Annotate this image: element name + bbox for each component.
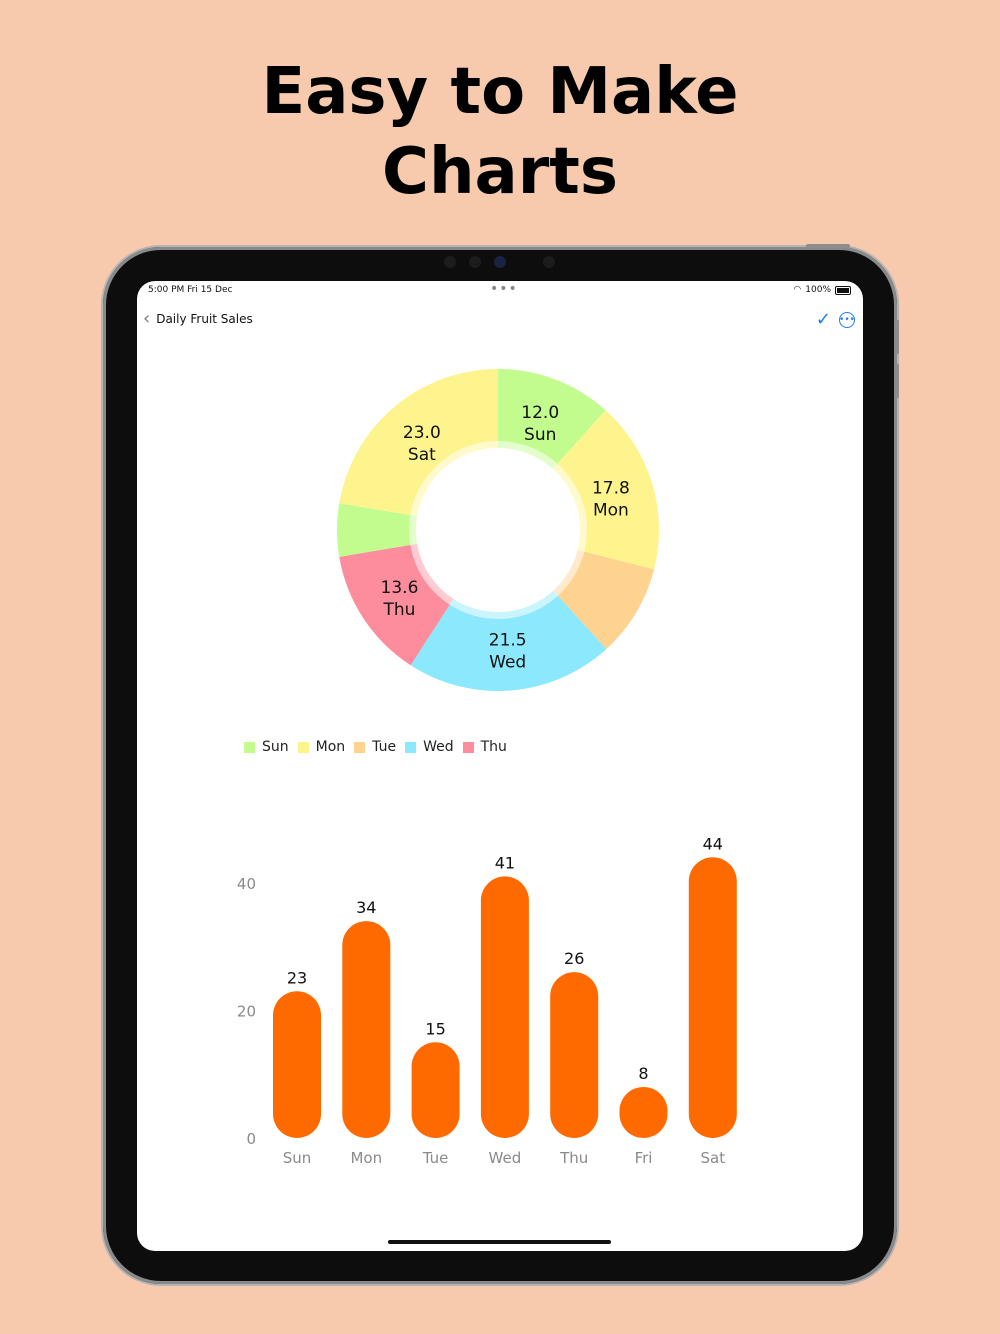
bar-thu[interactable] <box>550 972 599 1138</box>
headline: Easy to Make Charts <box>0 52 1000 212</box>
headline-line-2: Charts <box>382 135 618 209</box>
x-tick-label: Tue <box>422 1149 449 1167</box>
volume-button-top <box>806 244 850 248</box>
donut-slice-tue[interactable] <box>553 550 655 650</box>
donut-value-label: 12.0 <box>521 403 559 423</box>
back-button[interactable]: ‹ Daily Fruit Sales <box>143 309 253 329</box>
wifi-icon: ◠ <box>793 285 802 295</box>
legend-label: Wed <box>423 739 454 755</box>
legend-swatch <box>405 741 417 753</box>
chart-legend: Sun Mon Tue Wed Thu <box>244 739 507 755</box>
chevron-left-icon: ‹ <box>143 308 151 329</box>
side-button-2 <box>896 364 899 398</box>
legend-swatch <box>244 741 255 753</box>
x-tick-label: Wed <box>489 1149 522 1167</box>
x-tick-label: Sun <box>283 1149 312 1167</box>
checkmark-icon[interactable]: ✓ <box>815 309 831 330</box>
camera-dot-2 <box>469 256 481 268</box>
bar-value-label: 34 <box>356 898 376 917</box>
x-tick-label: Thu <box>559 1149 588 1167</box>
donut-day-label: Sun <box>524 425 556 445</box>
x-tick-label: Fri <box>635 1149 653 1167</box>
camera-lens <box>494 256 506 268</box>
multitask-dots[interactable]: ••• <box>490 281 518 297</box>
donut-day-label: Thu <box>382 600 415 620</box>
bar-value-label: 26 <box>564 949 584 968</box>
donut-slice-sun[interactable] <box>498 369 606 470</box>
bar-value-label: 41 <box>495 853 515 872</box>
legend-label: Thu <box>480 739 507 755</box>
camera-dot-1 <box>444 256 456 268</box>
x-tick-label: Sat <box>700 1149 725 1167</box>
side-button-1 <box>896 320 899 354</box>
bar-sat[interactable] <box>688 857 737 1138</box>
legend-item-tue[interactable]: Tue <box>354 739 396 755</box>
battery-icon <box>835 285 851 295</box>
legend-swatch <box>462 741 474 753</box>
donut-slice-mon[interactable] <box>552 410 659 570</box>
legend-swatch <box>354 741 366 753</box>
camera-dot-3 <box>543 256 555 268</box>
donut-slice-fri[interactable] <box>337 503 418 557</box>
legend-label: Tue <box>372 739 397 755</box>
bar-value-label: 23 <box>287 968 307 987</box>
status-right: ◠ 100% <box>793 285 851 295</box>
bar-chart: 0 20 40 23 Sun 34 Mon 15 Tue 41 Wed 26 Thu 8 Fri 44 Sat <box>237 834 737 1167</box>
headline-line-1: Easy to Make <box>261 55 739 129</box>
bar-mon[interactable] <box>342 921 391 1138</box>
legend-label: Mon <box>315 739 346 755</box>
donut-day-label: Sat <box>408 445 436 465</box>
donut-value-label: 17.8 <box>592 479 630 499</box>
x-tick-label: Mon <box>350 1149 382 1167</box>
donut-day-label: Mon <box>593 501 629 521</box>
bar-value-label: 8 <box>638 1064 648 1083</box>
bar-wed[interactable] <box>480 876 529 1138</box>
more-options-icon[interactable]: ••• <box>839 312 855 328</box>
legend-label: Sun <box>262 739 289 755</box>
legend-item-wed[interactable]: Wed <box>405 739 454 755</box>
bar-fri[interactable] <box>619 1086 668 1138</box>
donut-slice-sat[interactable] <box>339 369 498 517</box>
donut-day-label: Wed <box>489 653 526 673</box>
donut-slice-wed[interactable] <box>410 590 607 691</box>
bar-tue[interactable] <box>411 1042 460 1138</box>
donut-value-label: 23.0 <box>403 423 441 443</box>
bar-value-label: 15 <box>425 1019 445 1038</box>
home-indicator[interactable] <box>388 1240 611 1244</box>
app-screen: 5:00 PM Fri 15 Dec ••• ◠ 100% ‹ Daily Fr… <box>137 281 863 1251</box>
battery-percent: 100% <box>805 285 831 295</box>
y-tick-label: 20 <box>237 1002 256 1020</box>
y-tick-label: 40 <box>237 875 256 893</box>
nav-actions: ✓ ••• <box>816 310 855 330</box>
legend-item-mon[interactable]: Mon <box>297 739 346 755</box>
nav-title: Daily Fruit Sales <box>156 312 253 326</box>
donut-value-label: 13.6 <box>381 578 419 598</box>
legend-item-sun[interactable]: Sun <box>244 739 289 755</box>
y-tick-label: 0 <box>246 1130 256 1148</box>
donut-value-label: 21.5 <box>489 631 527 651</box>
legend-item-thu[interactable]: Thu <box>462 739 507 755</box>
donut-hole <box>409 441 587 619</box>
bar-value-label: 44 <box>703 834 723 853</box>
bar-sun[interactable] <box>273 991 321 1138</box>
status-time: 5:00 PM Fri 15 Dec <box>148 285 233 295</box>
legend-swatch <box>297 741 309 753</box>
